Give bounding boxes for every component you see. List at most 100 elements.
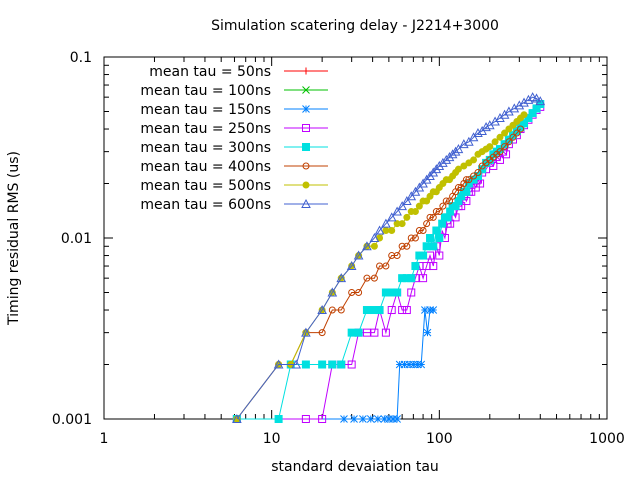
data-point <box>429 213 437 221</box>
data-point <box>462 197 471 206</box>
data-point <box>328 360 337 369</box>
data-point <box>441 154 452 164</box>
data-point <box>419 251 428 260</box>
data-point <box>362 306 371 315</box>
legend-label: mean tau = 500ns <box>140 178 271 194</box>
data-point <box>407 234 415 242</box>
data-point <box>491 138 499 146</box>
data-point <box>232 413 242 423</box>
data-point <box>439 202 447 210</box>
data-point <box>301 360 310 369</box>
data-point <box>302 181 310 189</box>
data-point <box>500 140 509 149</box>
data-point <box>434 160 445 170</box>
data-point <box>302 86 310 94</box>
data-point <box>363 274 371 282</box>
data-point <box>470 156 478 164</box>
data-point <box>366 415 375 423</box>
data-point <box>370 242 378 250</box>
data-point <box>362 241 372 251</box>
data-point <box>462 176 470 184</box>
data-point <box>501 129 509 137</box>
data-point <box>387 306 396 315</box>
data-point <box>444 152 455 162</box>
data-point <box>535 96 546 106</box>
data-point <box>301 327 311 337</box>
data-point <box>419 227 427 235</box>
series-line <box>236 128 521 420</box>
data-point <box>423 197 431 205</box>
data-point <box>393 252 401 260</box>
data-point <box>386 212 397 222</box>
data-point <box>402 195 412 206</box>
data-point <box>517 125 525 133</box>
data-point <box>471 183 480 192</box>
data-point <box>423 328 432 337</box>
data-point <box>302 124 310 132</box>
data-point <box>409 360 418 369</box>
data-point <box>302 105 310 113</box>
data-point <box>317 304 327 315</box>
y-tick-label: 0.001 <box>52 412 92 428</box>
legend-label: mean tau = 250ns <box>140 121 271 137</box>
data-point <box>400 360 409 369</box>
data-point <box>375 306 384 315</box>
data-point <box>446 197 454 205</box>
data-point <box>370 274 378 282</box>
series-line <box>236 96 541 420</box>
data-point <box>520 119 529 128</box>
legend-label: mean tau = 100ns <box>140 83 271 99</box>
data-point <box>302 162 310 170</box>
x-axis-label: standard devaiation tau <box>271 459 439 475</box>
data-point <box>465 176 473 184</box>
data-point <box>274 415 283 423</box>
data-point <box>398 306 407 315</box>
data-point <box>429 242 438 251</box>
data-point <box>382 262 390 270</box>
data-point <box>462 187 471 196</box>
data-point <box>413 360 422 369</box>
x-tick-label: 10 <box>263 431 281 447</box>
x-tick-label: 100 <box>426 431 453 447</box>
data-point <box>454 165 462 173</box>
series-7 <box>233 111 528 423</box>
data-point <box>302 67 310 75</box>
legend-label: mean tau = 150ns <box>140 102 271 118</box>
data-point <box>318 329 326 337</box>
data-point <box>496 133 504 141</box>
data-point <box>402 306 411 315</box>
data-point <box>431 164 442 174</box>
data-point <box>340 415 348 423</box>
data-point <box>481 122 491 132</box>
data-point <box>502 150 511 159</box>
data-point <box>411 262 420 271</box>
data-point <box>374 225 385 235</box>
data-point <box>318 360 327 369</box>
y-tick-label: 0.01 <box>61 231 92 247</box>
data-point <box>453 144 464 154</box>
data-point <box>380 415 389 423</box>
data-point <box>407 274 416 283</box>
data-point <box>405 360 413 369</box>
data-point <box>403 213 411 221</box>
data-point <box>398 220 406 228</box>
series-6 <box>233 125 525 423</box>
data-point <box>291 359 302 369</box>
data-point <box>460 162 468 170</box>
data-point <box>406 191 417 201</box>
data-point <box>450 146 461 156</box>
data-point <box>426 234 435 242</box>
legend-label: mean tau = 600ns <box>140 197 271 213</box>
data-point <box>347 328 356 337</box>
data-point <box>328 306 336 314</box>
data-point <box>347 360 356 369</box>
legend: mean tau = 50ns mean tau = 100ns mean tau … <box>140 64 328 213</box>
data-point <box>435 234 444 242</box>
data-point <box>432 226 441 235</box>
x-tick-label: 1000 <box>589 431 625 447</box>
data-point <box>470 172 478 180</box>
legend-label: mean tau = 50ns <box>149 64 271 80</box>
data-point <box>513 129 521 137</box>
data-point <box>337 360 346 369</box>
data-point <box>369 232 380 242</box>
